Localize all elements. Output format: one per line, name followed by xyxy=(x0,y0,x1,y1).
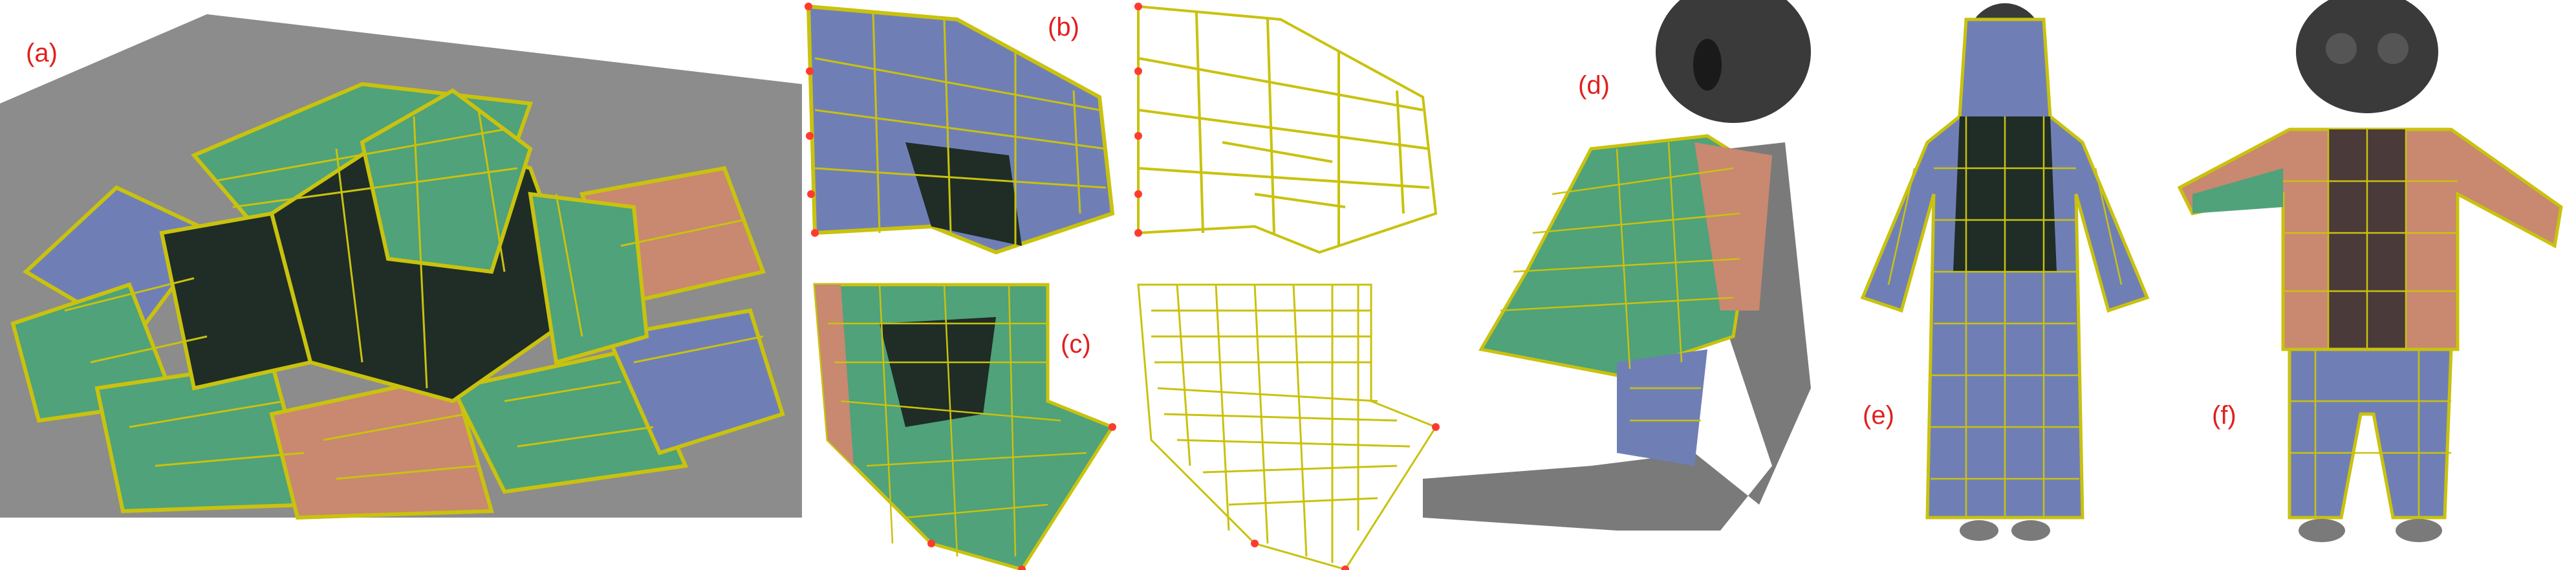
panel-b-seams xyxy=(1125,0,1462,265)
cloth-pile xyxy=(10,82,785,520)
cloth-pile-illustration xyxy=(0,14,802,520)
label-e: (e) xyxy=(1863,401,1894,430)
corner-points xyxy=(805,3,819,237)
figure-head xyxy=(2296,0,2438,113)
label-b: (b) xyxy=(1048,13,1079,41)
seam-grid xyxy=(1138,12,1430,246)
clothed-figure-illustration xyxy=(2177,0,2563,542)
trousers xyxy=(2288,347,2453,520)
seam-pattern-b-illustration xyxy=(1134,3,1438,254)
cloth-fold xyxy=(880,317,996,427)
panel-d: (d) xyxy=(1423,0,1811,570)
panel-b: (b) xyxy=(802,0,1138,265)
kneeling-figure-illustration xyxy=(1423,0,1811,531)
corner-points xyxy=(1134,3,1142,237)
seam-grid xyxy=(64,109,764,480)
cloth-fold xyxy=(905,142,1022,246)
label-a: (a) xyxy=(26,39,58,67)
corner-points xyxy=(1251,423,1440,570)
seam-grid xyxy=(828,284,1087,557)
figure-foot xyxy=(2011,520,2050,541)
shorts xyxy=(1617,349,1707,466)
cloth-side xyxy=(815,285,854,466)
seam-grid xyxy=(1151,284,1411,563)
cloth-drape-c-illustration xyxy=(813,283,1116,570)
cloth-sheet-b-illustration xyxy=(805,3,1115,255)
label-f: (f) xyxy=(2212,401,2236,430)
seam-grid xyxy=(2283,129,2458,518)
panel-f: (f) xyxy=(2173,0,2576,570)
figure-eye xyxy=(2326,33,2357,64)
seam-outline xyxy=(1137,5,1438,254)
seam-outline xyxy=(1137,283,1438,570)
label-c: (c) xyxy=(1061,330,1091,358)
panel-c: (c) xyxy=(802,272,1138,570)
figure-eye xyxy=(2377,33,2408,64)
label-d: (d) xyxy=(1578,71,1610,100)
panel-e: (e) xyxy=(1811,0,2173,570)
figure-foot xyxy=(2299,519,2345,542)
seam-pattern-c-illustration xyxy=(1137,283,1440,570)
seam-grid xyxy=(1500,142,1740,422)
panel-c-seams xyxy=(1125,272,1462,570)
cloak-lining xyxy=(1694,142,1772,311)
panel-a: (a) xyxy=(0,0,802,570)
figure-foot xyxy=(1960,520,1998,541)
corner-points xyxy=(927,423,1116,570)
figure-eye xyxy=(1693,39,1722,91)
figure-head xyxy=(1656,0,1811,123)
robed-figure-illustration xyxy=(1860,3,2150,541)
figure-foot xyxy=(2396,519,2442,542)
seam-grid xyxy=(814,12,1107,246)
sleeve xyxy=(2192,168,2283,214)
seam-grid xyxy=(1887,116,2123,518)
